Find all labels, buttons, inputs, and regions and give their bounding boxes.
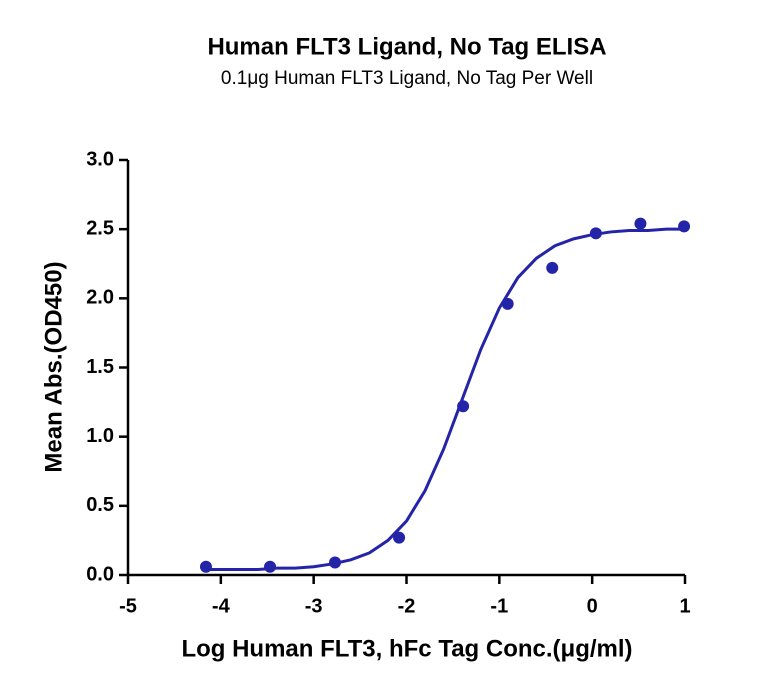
y-tick-label: 0.5: [86, 494, 114, 516]
x-axis-label: Log Human FLT3, hFc Tag Conc.(μg/ml): [181, 635, 632, 662]
x-tick-label: 0: [587, 595, 598, 617]
data-point: [264, 560, 277, 573]
y-tick-label: 1.0: [86, 425, 114, 447]
data-point: [393, 531, 406, 544]
x-tick-label: -5: [119, 595, 137, 617]
y-tick-label: 3.0: [86, 148, 114, 170]
x-tick-label: 1: [679, 595, 690, 617]
data-point: [634, 217, 647, 230]
x-tick-label: -1: [490, 595, 508, 617]
chart-title: Human FLT3 Ligand, No Tag ELISA: [207, 33, 606, 60]
y-tick-label: 2.5: [86, 217, 114, 239]
y-tick-label: 1.5: [86, 356, 114, 378]
x-tick-label: -4: [212, 595, 231, 617]
x-tick-label: -3: [305, 595, 323, 617]
chart-subtitle: 0.1μg Human FLT3 Ligand, No Tag Per Well: [221, 68, 593, 89]
x-tick-label: -2: [398, 595, 416, 617]
data-point: [546, 261, 559, 274]
y-tick-label: 0.0: [86, 563, 114, 585]
fit-curve: [202, 227, 685, 571]
y-axis-label: Mean Abs.(OD450): [40, 261, 67, 472]
y-tick-label: 2.0: [86, 287, 114, 309]
